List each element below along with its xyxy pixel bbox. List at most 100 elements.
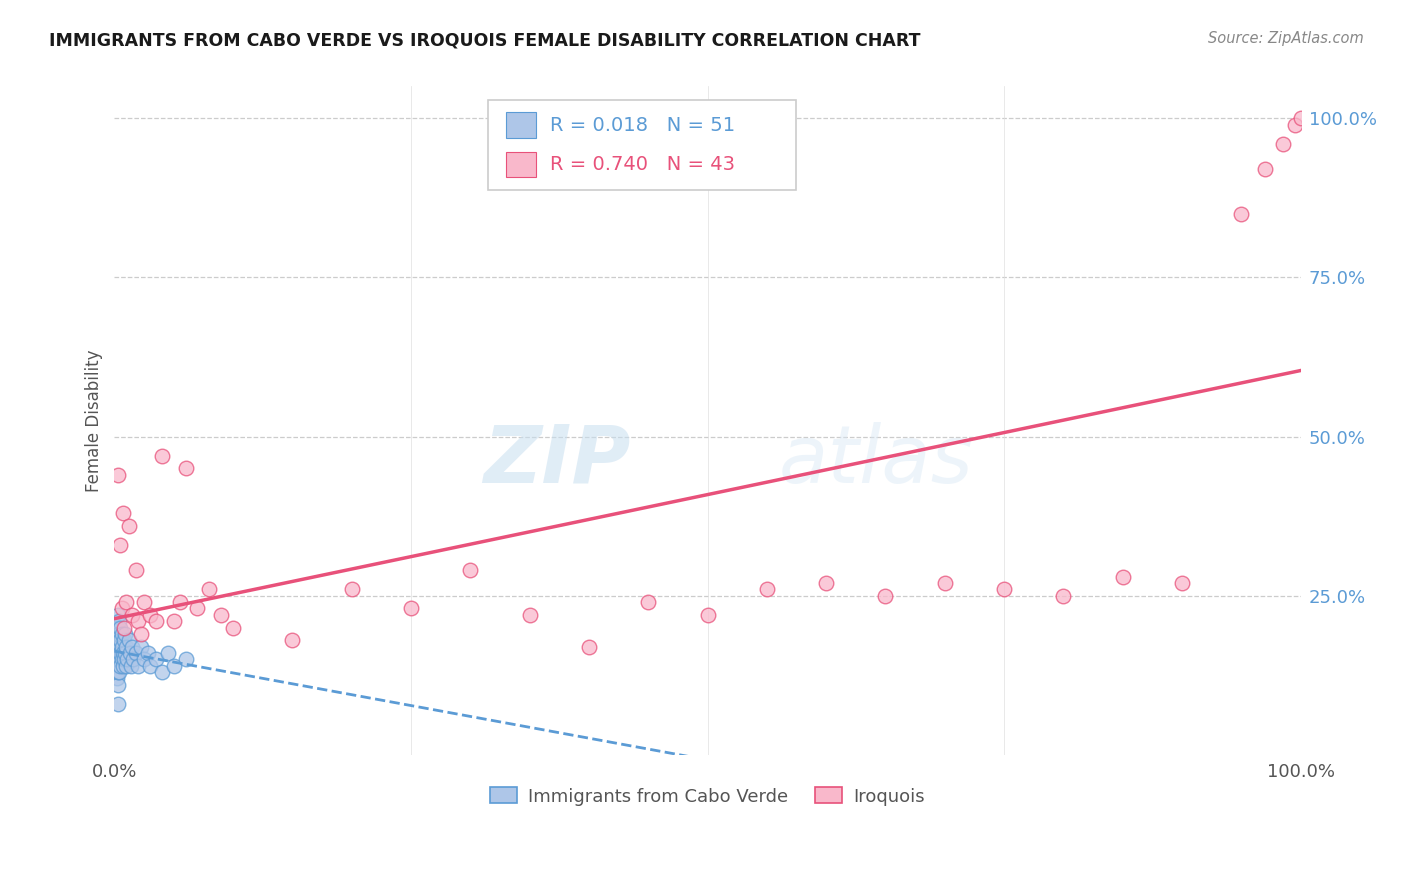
Point: [104, 658, 127, 673]
Point: [110, 658, 132, 673]
Point: [281, 633, 304, 648]
Point: [934, 576, 956, 591]
Point: [110, 640, 132, 654]
Text: R = 0.018   N = 51: R = 0.018 N = 51: [550, 115, 735, 135]
Point: [209, 607, 232, 622]
Point: [115, 595, 138, 609]
Point: [1254, 162, 1277, 177]
Point: [139, 607, 162, 622]
Legend: Immigrants from Cabo Verde, Iroquois: Immigrants from Cabo Verde, Iroquois: [482, 780, 932, 813]
Point: [112, 652, 135, 666]
Point: [139, 658, 162, 673]
Point: [105, 640, 128, 654]
Point: [163, 614, 186, 628]
Point: [132, 595, 155, 609]
Point: [114, 646, 136, 660]
Point: [132, 652, 155, 666]
Point: [105, 652, 128, 666]
Point: [578, 640, 600, 654]
Point: [108, 652, 131, 666]
Point: [110, 646, 132, 660]
Point: [198, 582, 221, 597]
Point: [107, 678, 129, 692]
Point: [107, 697, 129, 711]
Point: [115, 658, 138, 673]
Point: [169, 595, 191, 609]
Point: [118, 646, 141, 660]
Point: [145, 652, 167, 666]
Point: [105, 621, 128, 635]
Point: [186, 601, 208, 615]
Point: [112, 621, 135, 635]
Point: [117, 652, 139, 666]
Point: [340, 582, 363, 597]
Point: [107, 467, 129, 482]
Point: [105, 672, 128, 686]
Point: [129, 627, 152, 641]
Point: [108, 640, 131, 654]
Point: [110, 652, 132, 666]
Point: [107, 640, 129, 654]
Point: [150, 665, 173, 680]
Point: [1289, 112, 1312, 126]
Point: [755, 582, 778, 597]
Bar: [506, 112, 536, 137]
Point: [107, 665, 129, 680]
Point: [110, 627, 132, 641]
Point: [115, 640, 138, 654]
Point: [696, 607, 718, 622]
Point: [110, 538, 132, 552]
Point: [112, 633, 135, 648]
Text: ZIP: ZIP: [484, 422, 630, 500]
Point: [519, 607, 541, 622]
Point: [121, 607, 143, 622]
Point: [399, 601, 422, 615]
Point: [110, 633, 132, 648]
Point: [127, 658, 149, 673]
Point: [1271, 136, 1294, 151]
Point: [174, 461, 197, 475]
Point: [125, 563, 148, 577]
Point: [458, 563, 481, 577]
Point: [127, 614, 149, 628]
Point: [107, 627, 129, 641]
Point: [107, 607, 129, 622]
Point: [993, 582, 1015, 597]
Bar: [506, 152, 536, 178]
Point: [108, 665, 131, 680]
Point: [111, 646, 134, 660]
Text: atlas: atlas: [779, 422, 973, 500]
Point: [117, 633, 139, 648]
Point: [117, 518, 139, 533]
Point: [104, 646, 127, 660]
Point: [1111, 569, 1133, 583]
Text: IMMIGRANTS FROM CABO VERDE VS IROQUOIS FEMALE DISABILITY CORRELATION CHART: IMMIGRANTS FROM CABO VERDE VS IROQUOIS F…: [49, 31, 921, 49]
Point: [1284, 118, 1306, 132]
FancyBboxPatch shape: [488, 100, 796, 190]
Point: [875, 589, 897, 603]
Point: [815, 576, 838, 591]
Point: [110, 601, 132, 615]
Point: [163, 658, 186, 673]
Point: [136, 646, 159, 660]
Y-axis label: Female Disability: Female Disability: [86, 350, 103, 491]
Point: [114, 627, 136, 641]
Point: [174, 652, 197, 666]
Point: [122, 652, 145, 666]
Point: [156, 646, 179, 660]
Text: R = 0.740   N = 43: R = 0.740 N = 43: [550, 155, 735, 174]
Point: [637, 595, 659, 609]
Point: [129, 640, 152, 654]
Point: [1171, 576, 1194, 591]
Text: Source: ZipAtlas.com: Source: ZipAtlas.com: [1208, 31, 1364, 46]
Point: [1230, 207, 1253, 221]
Point: [111, 506, 134, 520]
Point: [104, 633, 127, 648]
Point: [110, 621, 132, 635]
Point: [111, 658, 134, 673]
Point: [125, 646, 148, 660]
Point: [145, 614, 167, 628]
Point: [222, 621, 245, 635]
Point: [120, 658, 142, 673]
Point: [107, 652, 129, 666]
